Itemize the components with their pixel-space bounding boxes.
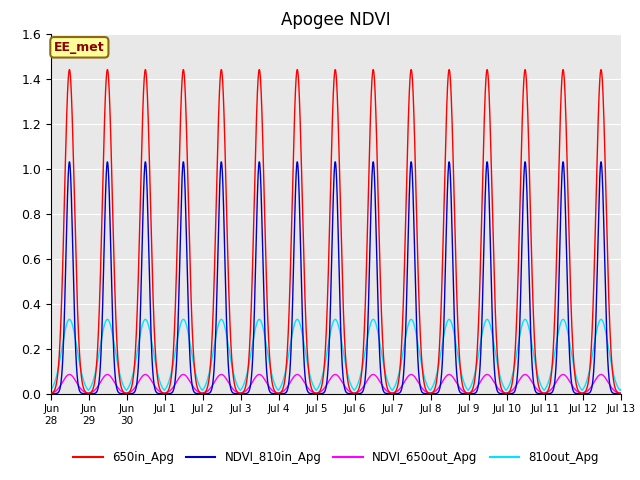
- Text: EE_met: EE_met: [54, 41, 105, 54]
- Title: Apogee NDVI: Apogee NDVI: [281, 11, 391, 29]
- Legend: 650in_Apg, NDVI_810in_Apg, NDVI_650out_Apg, 810out_Apg: 650in_Apg, NDVI_810in_Apg, NDVI_650out_A…: [68, 446, 604, 469]
